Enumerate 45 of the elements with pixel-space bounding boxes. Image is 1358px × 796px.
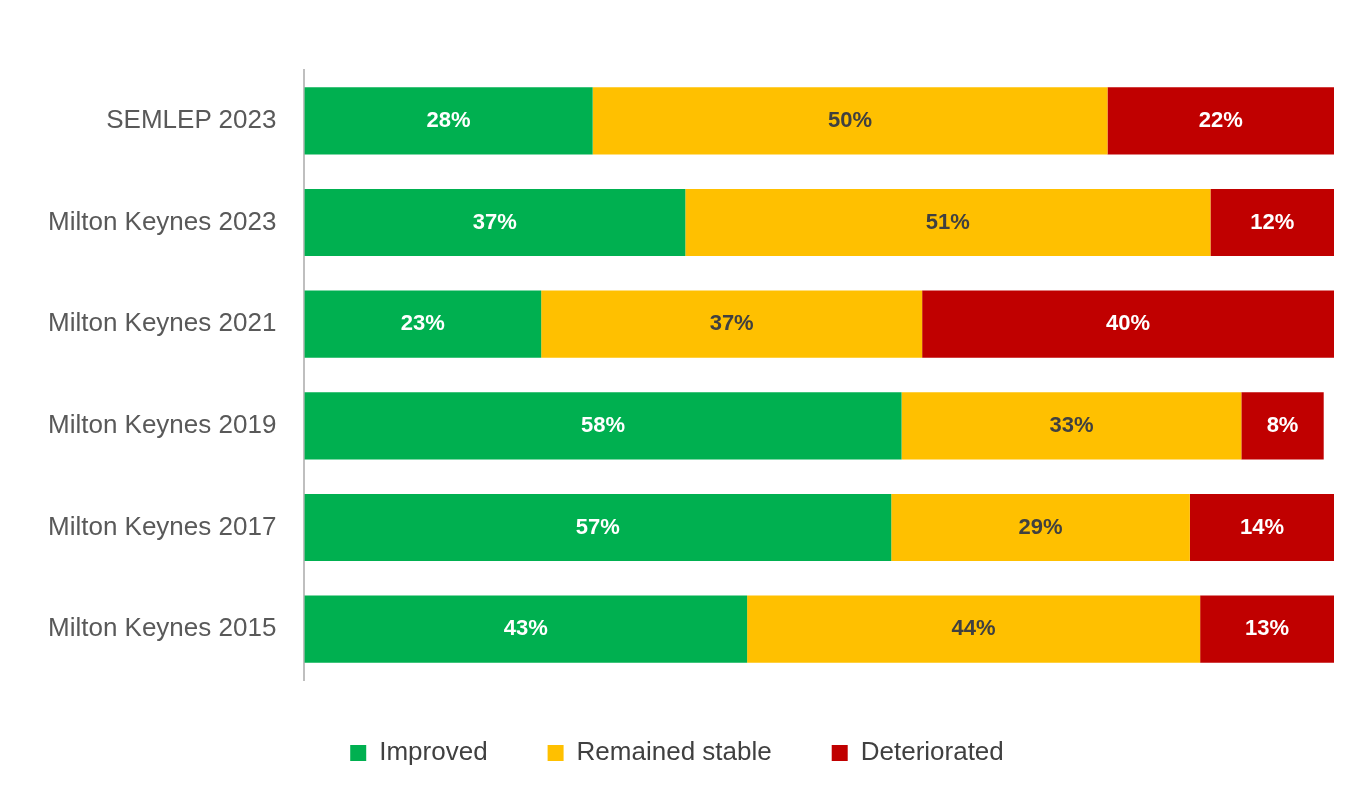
data-label: 40% [1106,310,1151,336]
y-tick-label: SEMLEP 2023 [106,104,277,135]
data-label: 28% [426,106,471,132]
data-label: 44% [951,615,996,641]
bar [747,595,1201,663]
data-label: 37% [472,208,517,234]
bar [304,493,892,562]
y-tick-label: Milton Keynes 2019 [47,409,277,440]
bar [1189,493,1334,562]
y-tick-label: Milton Keynes 2015 [47,612,277,643]
bar [685,188,1211,257]
bar [304,87,593,155]
data-label: 13% [1245,615,1290,641]
bar [1210,188,1334,257]
data-label: 22% [1198,106,1243,132]
bar [304,595,748,663]
legend-label: Deteriorated [860,736,1004,767]
legend-label: Improved [379,736,488,767]
data-label: 37% [709,310,754,336]
bar [592,87,1108,155]
bar [1107,87,1334,155]
data-label: 58% [580,411,625,437]
data-label: 51% [925,208,970,234]
bar [922,290,1334,358]
y-tick-label: Milton Keynes 2017 [47,510,277,541]
data-label: 12% [1250,208,1295,234]
bar [304,392,902,460]
bar [1200,595,1334,663]
data-label: 33% [1049,411,1094,437]
data-label: 43% [503,615,548,641]
data-label: 57% [575,513,620,539]
bar [891,493,1190,562]
y-tick-label: Milton Keynes 2021 [47,307,277,338]
bar [1241,392,1324,460]
legend-label: Remained stable [576,736,772,767]
bar [541,290,923,358]
y-tick-label: Milton Keynes 2023 [47,205,277,236]
bar [304,290,542,358]
bar [304,188,686,257]
data-label: 14% [1239,513,1284,539]
bar [901,392,1242,460]
data-label: 23% [400,310,445,336]
data-label: 8% [1266,411,1299,437]
data-label: 29% [1018,513,1063,539]
data-label: 50% [828,106,873,132]
